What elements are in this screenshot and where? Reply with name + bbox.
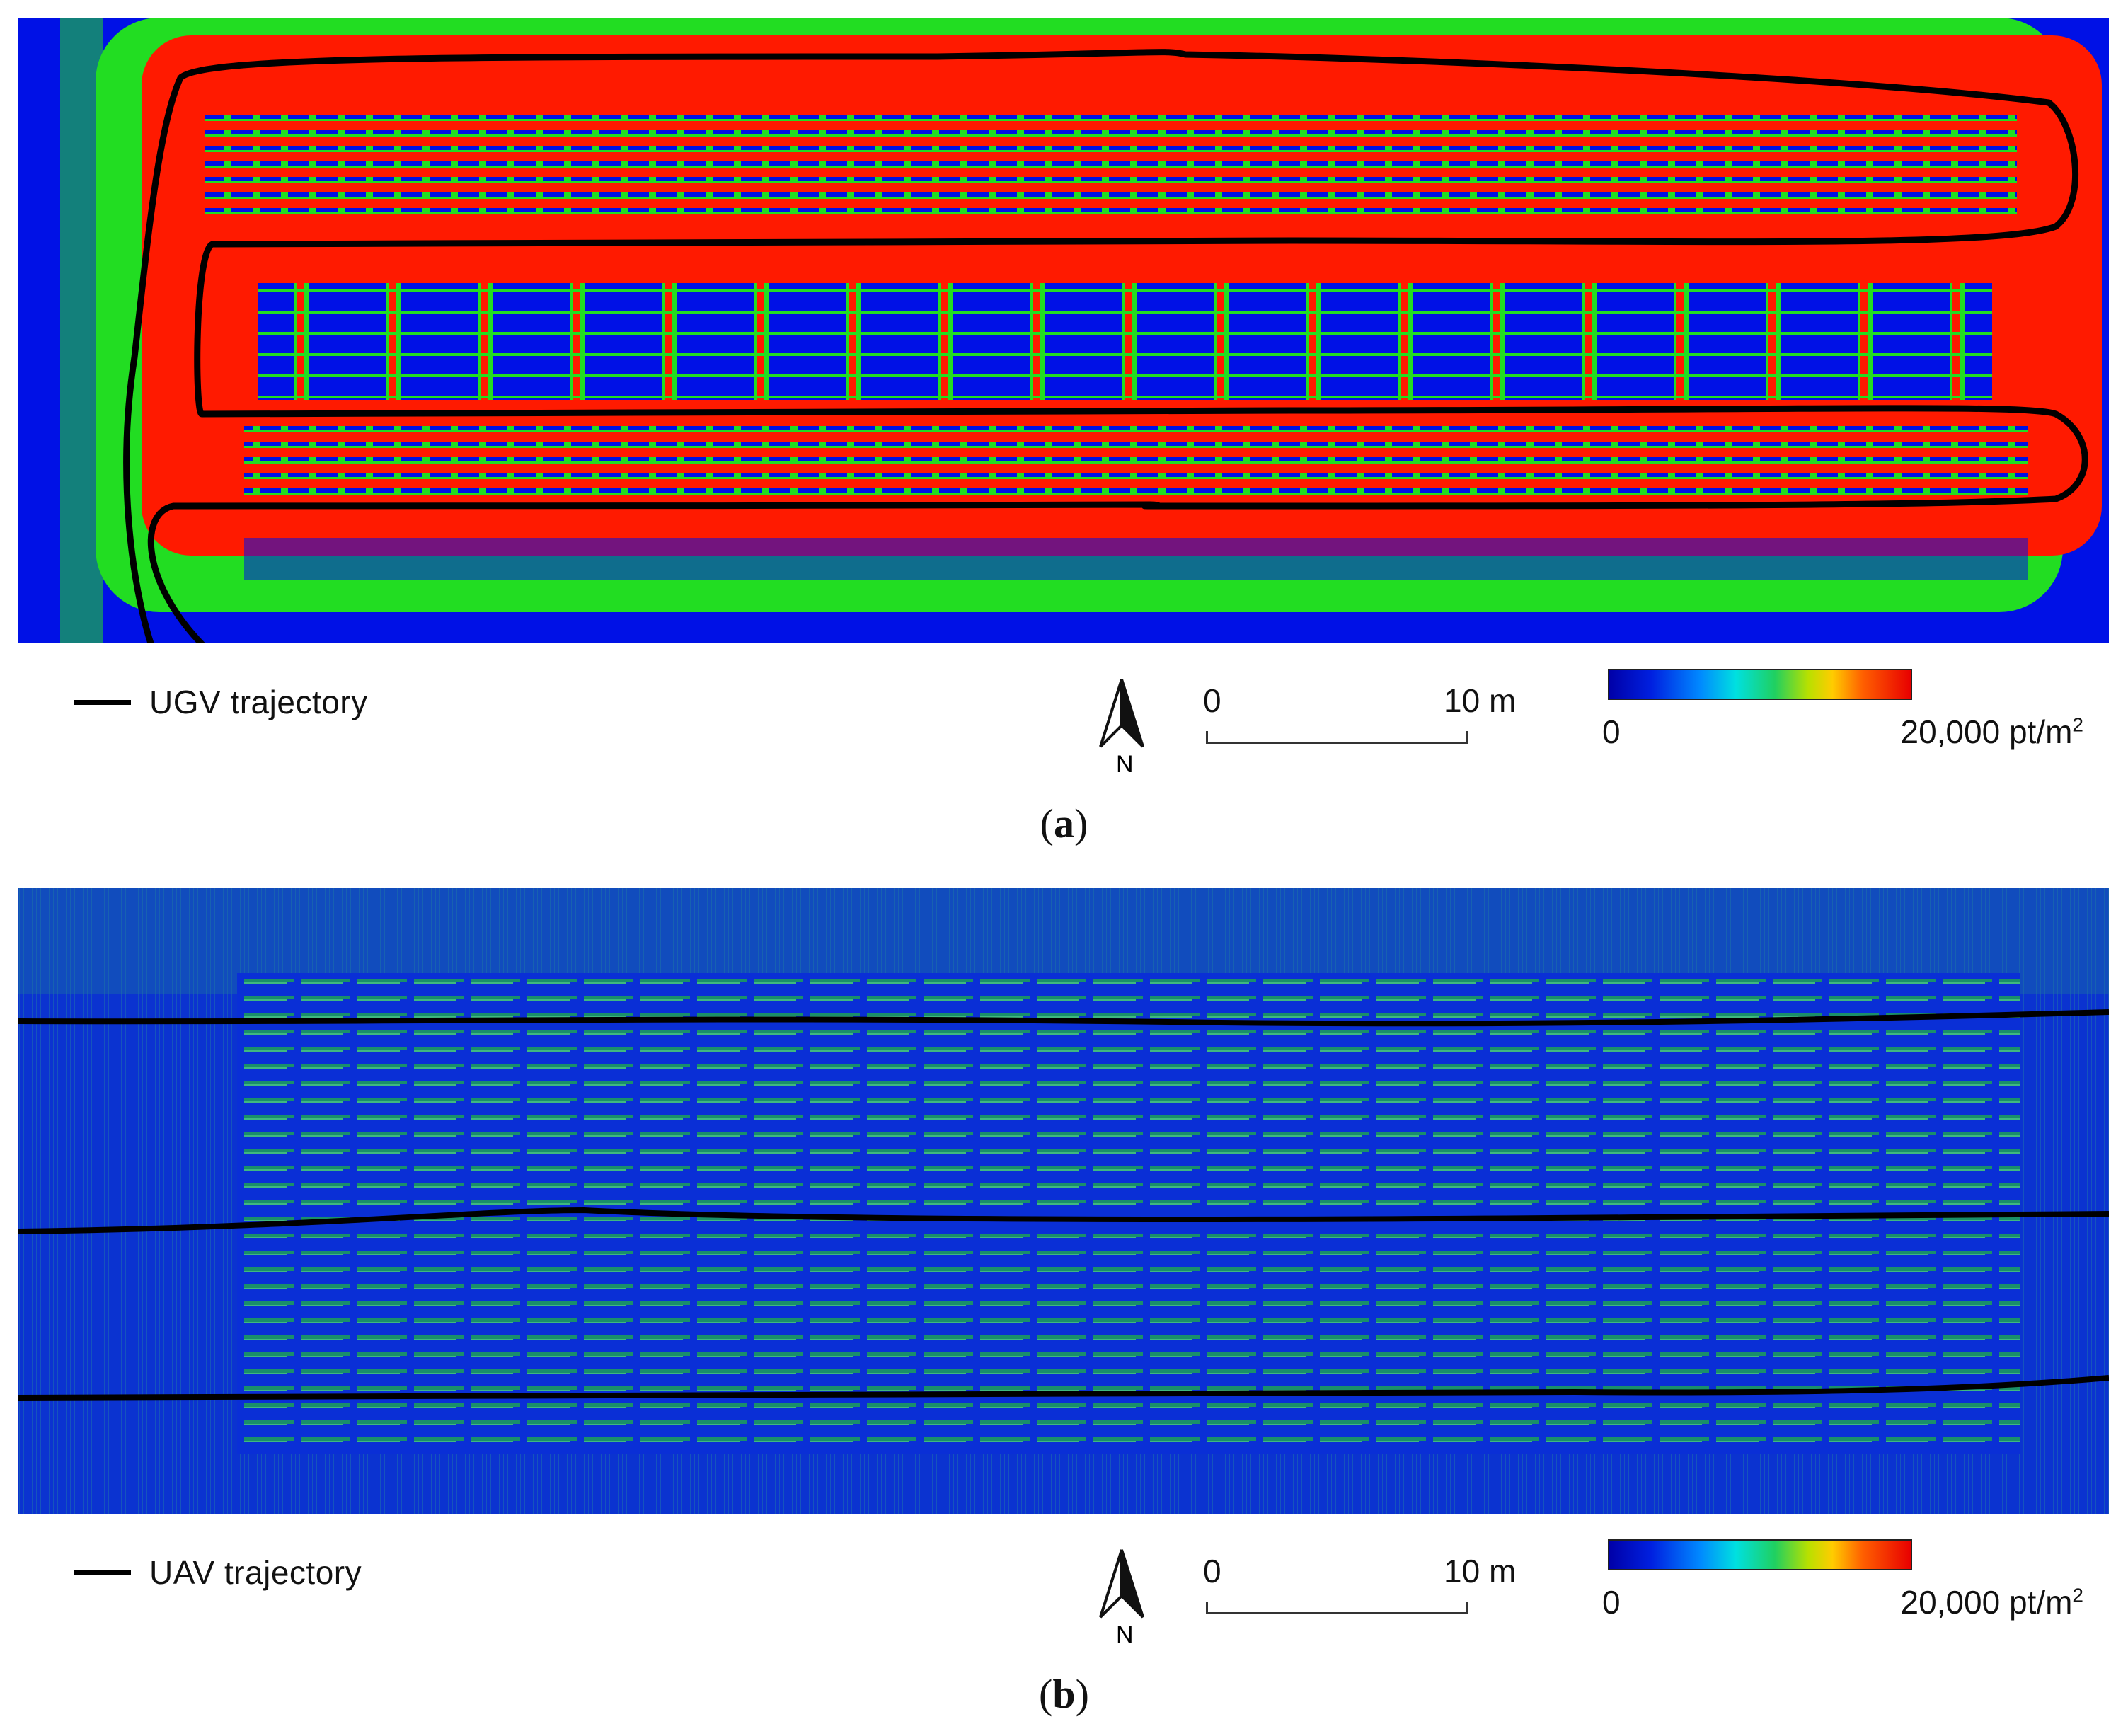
colorbar-min-label: 0 — [1602, 713, 1621, 750]
colorbar-min-label: 0 — [1602, 1584, 1621, 1621]
colorbar-ramp — [1608, 1539, 1912, 1570]
caption-a: (a) — [1040, 800, 1088, 846]
crop-rows-south — [244, 425, 2028, 502]
trajectory-label: UAV trajectory — [149, 1554, 362, 1591]
ugv-density-map — [18, 18, 2109, 643]
scale-start-label: 0 — [1203, 682, 1221, 719]
north-arrow-icon: N — [1099, 679, 1144, 775]
north-label: N — [1116, 751, 1134, 775]
trajectory-label: UGV trajectory — [149, 684, 368, 720]
uav-density-map — [18, 888, 2109, 1514]
colorbar-max-label: 20,000 pt/m2 — [1900, 1584, 2083, 1621]
north-label: N — [1116, 1621, 1134, 1645]
uav-trajectory-line-1 — [18, 1009, 2109, 1027]
scale-bar: 0 10 m — [1203, 669, 1550, 754]
uav-trajectory-line-2 — [18, 1207, 2109, 1234]
scale-start-label: 0 — [1203, 1553, 1221, 1590]
trajectory-legend: UGV trajectory — [74, 683, 368, 721]
crop-rows-north — [205, 106, 2017, 223]
trajectory-legend: UAV trajectory — [74, 1553, 362, 1592]
left-fringe — [60, 18, 103, 643]
colorbar: 0 20,000 pt/m2 — [1602, 669, 2083, 782]
trajectory-swatch — [74, 699, 131, 705]
trajectory-swatch — [74, 1570, 131, 1575]
scale-end-label: 10 m — [1444, 1553, 1517, 1590]
legend-row-a: UGV trajectory N 0 10 m 0 20,000 pt/m2 — [0, 669, 2128, 782]
colorbar-max-label: 20,000 pt/m2 — [1900, 713, 2083, 750]
ugv-density-svg — [18, 18, 2109, 643]
scale-end-label: 10 m — [1444, 682, 1517, 719]
colorbar: 0 20,000 pt/m2 — [1602, 1539, 2083, 1652]
legend-row-b: UAV trajectory N 0 10 m 0 20,000 pt/m2 — [0, 1539, 2128, 1652]
crop-plots-middle — [258, 283, 1992, 400]
ugv-trajectory-line — [123, 49, 2088, 643]
scale-bar: 0 10 m — [1203, 1539, 1550, 1624]
uav-trajectory-line-3 — [18, 1375, 2109, 1401]
north-arrow-icon: N — [1099, 1549, 1144, 1645]
caption-b: (b) — [1039, 1671, 1089, 1717]
scale-bar-line — [1206, 1602, 1468, 1614]
colorbar-ramp — [1608, 669, 1912, 700]
crop-rows-edge — [244, 538, 2028, 580]
uav-density-svg — [18, 888, 2109, 1514]
scale-bar-line — [1206, 731, 1468, 744]
